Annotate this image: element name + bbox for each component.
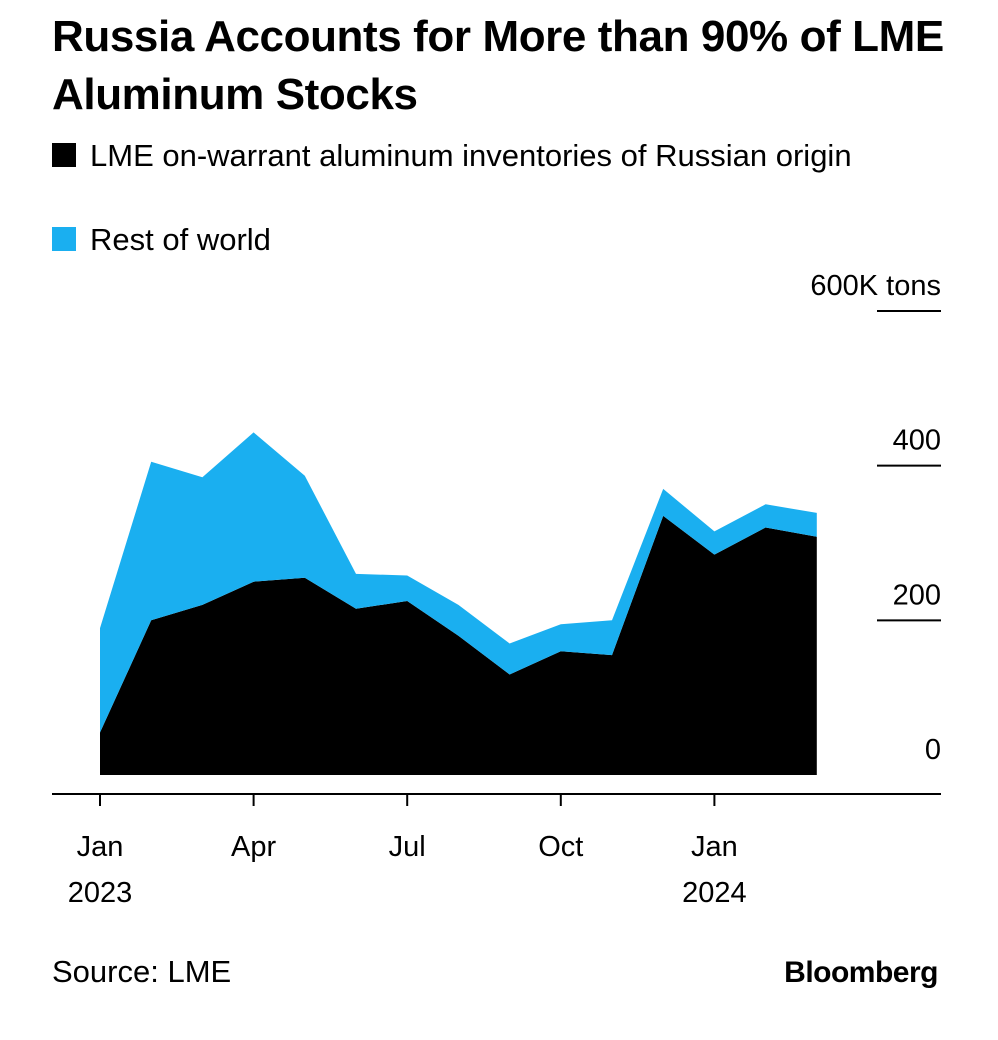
x-tick-label: Oct — [538, 831, 583, 863]
legend-label-rest-of-world: Rest of world — [90, 222, 271, 257]
y-tick-label: 0 — [925, 734, 941, 766]
y-tick-label: 600K tons — [810, 270, 941, 302]
y-tick-label: 200 — [893, 579, 941, 611]
legend-label-russian-origin: LME on-warrant aluminum inventories of R… — [90, 138, 852, 173]
bloomberg-logo: Bloomberg — [784, 956, 938, 989]
x-tick-year-label: 2024 — [682, 877, 747, 909]
legend-item-rest-of-world: Rest of world — [52, 222, 912, 258]
y-tick-label: 400 — [893, 425, 941, 457]
area-series-russian-origin — [100, 515, 817, 775]
x-tick-label: Jan — [77, 831, 124, 863]
x-tick-label: Apr — [231, 831, 276, 863]
legend-swatch-russian-origin — [52, 143, 76, 167]
x-tick-year-label: 2023 — [68, 877, 133, 909]
legend-item-russian-origin: LME on-warrant aluminum inventories of R… — [52, 138, 912, 174]
chart-title: Russia Accounts for More than 90% of LME… — [52, 12, 944, 119]
area-series-rest-of-world — [100, 432, 817, 733]
source-note: Source: LME — [52, 954, 232, 989]
x-tick-label: Jul — [389, 831, 426, 863]
legend-swatch-rest-of-world — [52, 227, 76, 251]
x-tick-label: Jan — [691, 831, 738, 863]
stacked-area-chart: Jan 2023 Apr Jul Oct Jan 2024 0 200 400 600K tons — [52, 270, 941, 909]
